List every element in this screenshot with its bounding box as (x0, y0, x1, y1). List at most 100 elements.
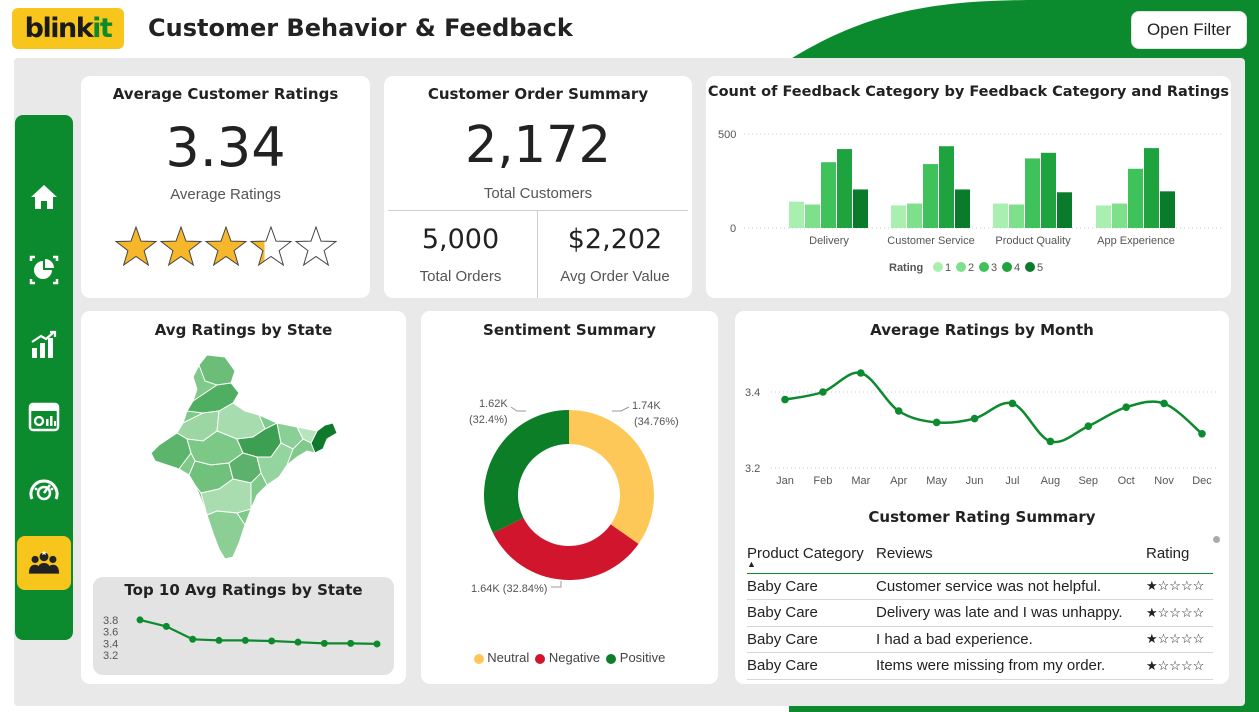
donut-slice-positive (483, 410, 569, 534)
legend-swatch (933, 262, 943, 272)
bar-app-experience-r5 (1160, 191, 1175, 228)
avg-ratings-label: Average Ratings (170, 186, 281, 203)
leader-line (551, 581, 562, 588)
y-tick-label: 3.4 (103, 638, 118, 650)
bar-customer-service-r1 (891, 205, 906, 228)
speedometer-icon[interactable] (28, 474, 60, 506)
dashboard-window-icon[interactable] (28, 401, 60, 433)
cell-category: Baby Care (747, 652, 876, 680)
legend-title: Rating (889, 262, 923, 274)
x-month-label: Dec (1192, 475, 1212, 487)
avg-order-value-label: Avg Order Value (560, 268, 670, 285)
table-row[interactable]: Baby Care Delivery was late and I was unh… (747, 599, 1213, 627)
monthly-point (894, 407, 903, 415)
y-tick-label: 3.2 (103, 650, 118, 662)
bar-product-quality-r4 (1041, 152, 1056, 228)
y-tick-label: 3.6 (103, 627, 118, 639)
rating-table: Product Category ▲ Reviews Rating Baby Ca… (747, 535, 1213, 680)
top10-point (320, 639, 328, 647)
bar-delivery-r3 (821, 162, 836, 228)
col-header-reviews[interactable]: Reviews (876, 535, 1146, 574)
sentiment-card: Sentiment Summary 1.74K (34.76%) 1.62K (… (421, 311, 718, 684)
feedback-chart-title: Count of Feedback Category by Feedback C… (707, 84, 1230, 100)
order-summary-card: Customer Order Summary 2,172 Total Custo… (384, 76, 692, 298)
col-header-rating[interactable]: Rating (1146, 535, 1213, 574)
state-map-title: Avg Ratings by State (154, 321, 333, 339)
pie-report-icon[interactable] (28, 254, 60, 286)
rating-table-title: Customer Rating Summary (868, 508, 1096, 526)
page-title: Customer Behavior & Feedback (148, 14, 573, 42)
top10-point (189, 635, 197, 643)
monthly-series-line (784, 371, 1203, 444)
growth-chart-icon[interactable] (28, 329, 60, 361)
monthly-point (857, 369, 865, 377)
sentiment-title: Sentiment Summary (483, 321, 656, 339)
legend-label: 1 (945, 262, 951, 274)
bar-customer-service-r5 (955, 189, 970, 228)
x-month-label: Sep (1078, 475, 1098, 487)
neutral-pct-label: (34.76%) (634, 416, 679, 428)
table-row[interactable]: Baby Care Customer service was not helpfu… (747, 573, 1213, 600)
table-row[interactable]: Baby Care I had a bad experience. ★☆☆☆☆ (747, 626, 1213, 653)
x-month-label: Aug (1041, 475, 1061, 487)
legend-negative: Negative (535, 650, 600, 665)
sentiment-legend: Neutral Negative Positive (421, 650, 718, 665)
y-tick-label: 3.2 (745, 463, 760, 475)
total-orders-value: 5,000 (421, 224, 500, 255)
star-icon (159, 226, 203, 267)
divider-horizontal (388, 210, 688, 211)
positive-value-label: 1.62K (479, 398, 508, 410)
cell-rating: ★☆☆☆☆ (1146, 626, 1213, 653)
x-month-label: Nov (1154, 475, 1174, 487)
x-category-label: Product Quality (995, 235, 1071, 247)
avg-ratings-card: Average Customer Ratings 3.34 Average Ra… (81, 76, 370, 298)
x-month-label: Jan (776, 475, 794, 487)
table-row[interactable]: Baby Care Items were missing from my orde… (747, 652, 1213, 680)
top10-title: Top 10 Avg Ratings by State (124, 581, 363, 599)
cell-review: Customer service was not helpful. (876, 573, 1146, 600)
cell-rating: ★☆☆☆☆ (1146, 599, 1213, 627)
top10-point (268, 637, 276, 645)
total-customers-label: Total Customers (483, 185, 593, 202)
sort-asc-icon: ▲ (747, 559, 756, 570)
home-icon[interactable] (28, 181, 60, 213)
legend-swatch (1002, 262, 1012, 272)
cell-category: Baby Care (747, 626, 876, 653)
avg-order-value: $2,202 (567, 224, 663, 255)
customers-group-icon[interactable] (28, 547, 60, 579)
top10-panel: Top 10 Avg Ratings by State 3.8 3.6 3.4 3.2 (93, 577, 394, 675)
table-scrollbar-thumb[interactable] (1213, 536, 1220, 543)
monthly-card: Average Ratings by Month 3.4 3.2 Jan Feb Mar… (735, 311, 1229, 684)
cell-rating: ★☆☆☆☆ (1146, 573, 1213, 600)
bar-product-quality-r2 (1009, 204, 1024, 228)
monthly-point (1122, 403, 1130, 411)
bar-customer-service-r3 (923, 164, 938, 228)
total-customers-value: 2,172 (464, 116, 611, 175)
feedback-bar-chart: 500 0 Delivery Customer Service Product Qual… (718, 129, 1221, 274)
top10-point (215, 636, 223, 644)
india-map (150, 354, 338, 560)
monthly-point (1008, 399, 1017, 408)
bar-product-quality-r1 (993, 203, 1008, 228)
x-month-label: Jul (1005, 475, 1019, 487)
monthly-point (781, 395, 789, 404)
top10-point (294, 638, 302, 646)
state-map-card: Avg Ratings by State Top 10 Avg Ratings … (81, 311, 406, 684)
star-icon (204, 226, 248, 267)
col-header-category[interactable]: Product Category ▲ (747, 535, 876, 574)
legend-label: 5 (1037, 262, 1043, 274)
cell-review: Items were missing from my order. (876, 652, 1146, 680)
top10-point (347, 639, 355, 647)
monthly-point (1198, 430, 1206, 438)
monthly-point (970, 414, 979, 423)
bar-product-quality-r3 (1025, 158, 1040, 228)
monthly-point (819, 388, 827, 396)
y-tick-label: 500 (718, 129, 736, 141)
star-icon (294, 226, 338, 267)
open-filter-button[interactable]: Open Filter (1131, 11, 1247, 49)
legend-label: 3 (991, 262, 997, 274)
monthly-point (1084, 422, 1093, 430)
bar-delivery-r2 (805, 204, 820, 228)
monthly-title: Average Ratings by Month (870, 321, 1094, 339)
monthly-point (932, 418, 941, 427)
